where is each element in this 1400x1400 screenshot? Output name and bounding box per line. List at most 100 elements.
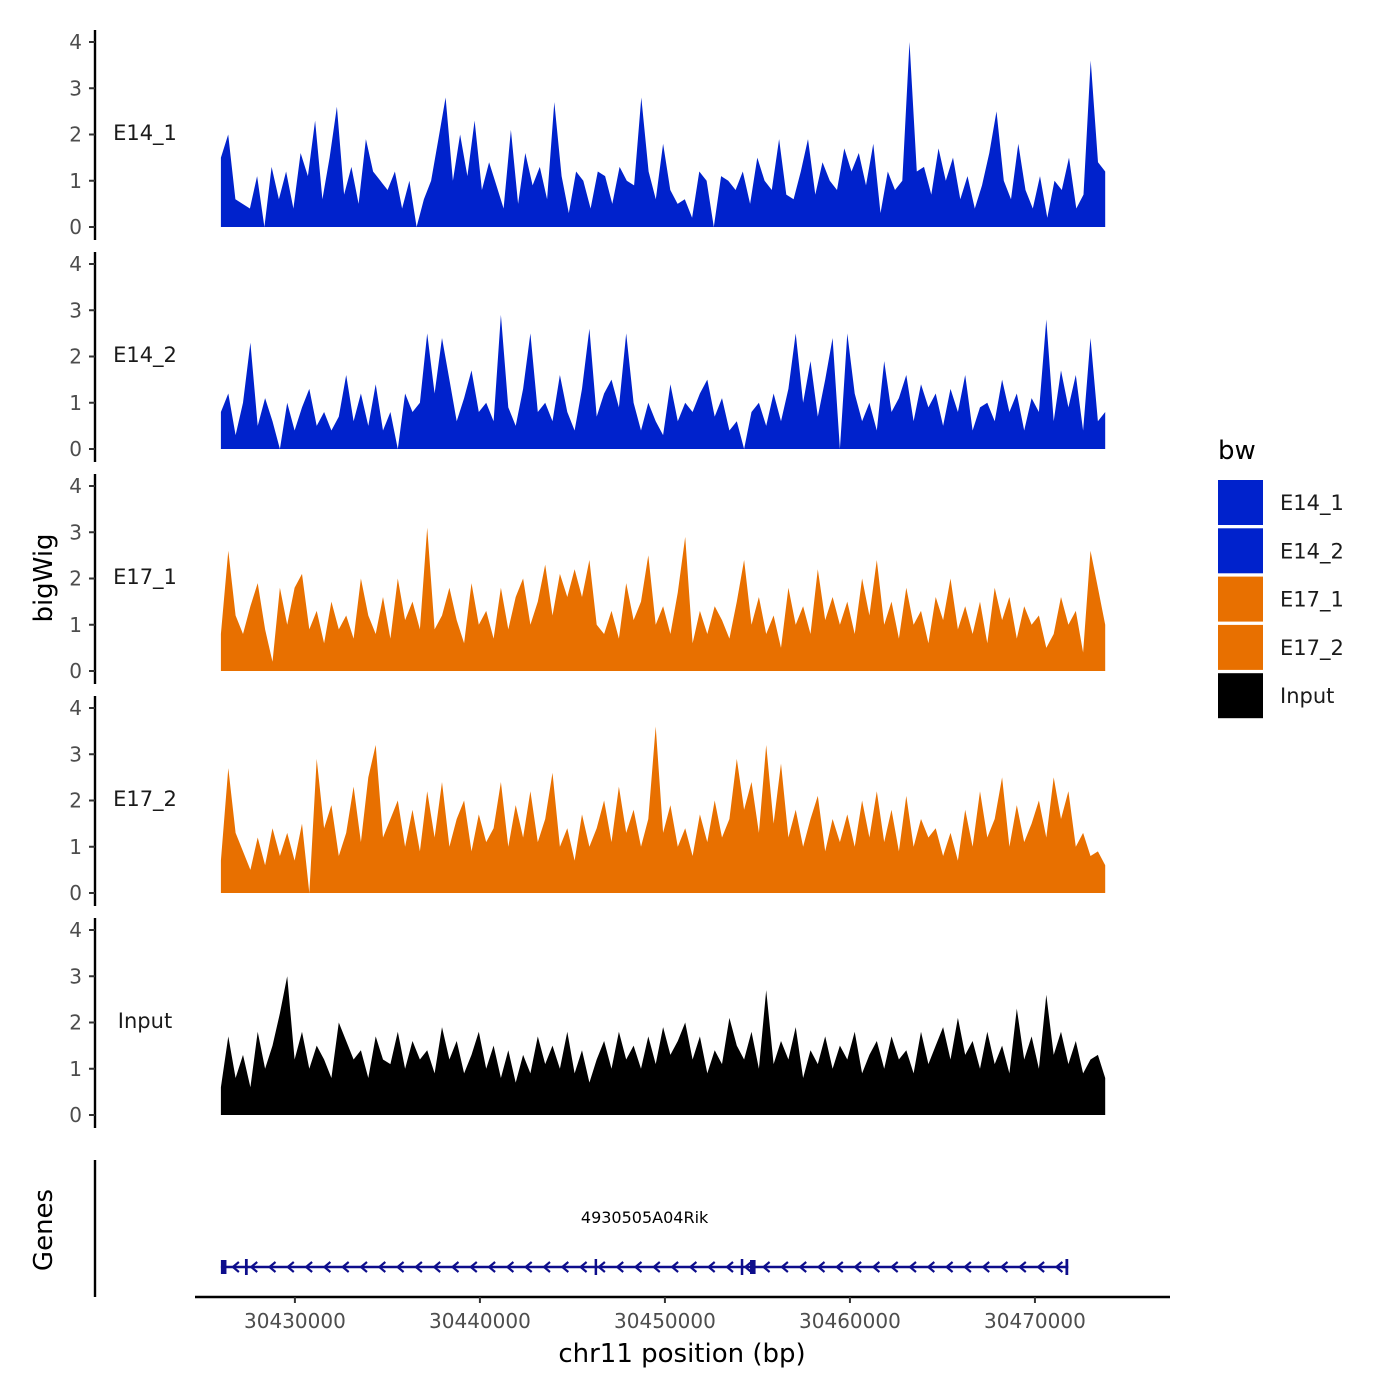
gene-panel: Genes 4930505A04Rik xyxy=(29,1160,1069,1297)
strand-arrow xyxy=(1036,1261,1045,1273)
strand-arrow xyxy=(999,1261,1009,1273)
strand-arrow xyxy=(359,1261,368,1273)
strand-arrow xyxy=(670,1261,679,1273)
track-label: E17_2 xyxy=(113,787,177,812)
y-tick-label: 0 xyxy=(69,1103,82,1127)
strand-arrow xyxy=(981,1261,990,1273)
legend-label: E17_1 xyxy=(1280,588,1344,613)
legend-label: E17_2 xyxy=(1280,636,1344,661)
y-tick-label: 4 xyxy=(69,30,82,54)
strand-arrow xyxy=(597,1261,606,1273)
legend-entry: E14_2 xyxy=(1218,528,1344,574)
strand-arrow xyxy=(487,1261,496,1273)
strand-arrow xyxy=(1054,1261,1064,1273)
strand-arrow xyxy=(761,1261,771,1273)
y-tick-label: 4 xyxy=(69,918,82,942)
strand-arrow xyxy=(633,1261,643,1273)
y-tick-label: 1 xyxy=(69,169,82,193)
genes-panel-title: Genes xyxy=(29,1189,59,1271)
coverage-area-E14_2 xyxy=(220,314,1106,449)
strand-arrow xyxy=(1018,1261,1027,1273)
strand-arrow xyxy=(249,1261,258,1273)
strand-arrow xyxy=(322,1261,332,1273)
strand-arrow xyxy=(743,1261,753,1273)
legend-swatch xyxy=(1218,480,1263,525)
strand-arrow xyxy=(523,1261,533,1273)
strand-arrow xyxy=(340,1261,350,1273)
y-tick-label: 0 xyxy=(69,215,82,239)
strand-arrow xyxy=(780,1261,789,1273)
x-tick-label: 30460000 xyxy=(799,1309,901,1333)
coverage-area-Input xyxy=(220,976,1106,1115)
legend-swatch xyxy=(1218,528,1263,574)
y-tick-label: 4 xyxy=(69,252,82,276)
y-tick-label: 0 xyxy=(69,659,82,683)
coverage-area-E17_2 xyxy=(220,726,1106,893)
strand-arrow xyxy=(688,1261,698,1273)
legend: bw E14_1 E14_2 E17_1 E17_2 Input xyxy=(1218,436,1344,719)
strand-arrow xyxy=(414,1261,423,1273)
y-tick-label: 0 xyxy=(69,881,82,905)
y-axis-title: bigWig xyxy=(29,533,59,622)
strand-arrow xyxy=(304,1261,313,1273)
strand-arrow xyxy=(377,1261,387,1273)
strand-arrow xyxy=(560,1261,570,1273)
legend-entry: E14_1 xyxy=(1218,480,1344,525)
strand-arrow xyxy=(725,1261,734,1273)
y-tick-label: 0 xyxy=(69,437,82,461)
y-tick-label: 3 xyxy=(69,76,82,100)
x-tick-label: 30440000 xyxy=(429,1309,531,1333)
y-tick-label: 1 xyxy=(69,391,82,415)
y-tick-label: 4 xyxy=(69,474,82,498)
track-Input: 0 1 2 3 4 Input xyxy=(69,918,1106,1128)
strand-arrow xyxy=(542,1261,551,1273)
track-label: Input xyxy=(118,1009,172,1033)
legend-title: bw xyxy=(1218,436,1256,466)
x-tick-label: 30450000 xyxy=(614,1309,716,1333)
legend-entry: E17_2 xyxy=(1218,624,1344,670)
y-tick-label: 3 xyxy=(69,964,82,988)
strand-arrow xyxy=(395,1261,405,1273)
strand-arrow xyxy=(231,1261,240,1273)
legend-label: Input xyxy=(1280,684,1334,708)
gene-exon xyxy=(750,1260,756,1274)
strand-arrow xyxy=(944,1261,954,1273)
strand-arrow xyxy=(889,1261,899,1273)
strand-arrow xyxy=(853,1261,862,1273)
strand-arrow xyxy=(469,1261,478,1273)
y-tick-label: 2 xyxy=(69,123,82,147)
gene-model xyxy=(220,1259,1069,1275)
legend-label: E14_1 xyxy=(1280,491,1344,516)
x-axis: 30430000 30440000 30450000 30460000 30470000… xyxy=(195,1295,1170,1369)
strand-arrow xyxy=(450,1261,460,1273)
strand-arrow xyxy=(286,1261,295,1273)
coverage-area-E14_1 xyxy=(220,42,1106,227)
gene-exon xyxy=(1065,1259,1069,1275)
legend-swatch xyxy=(1218,673,1263,719)
coverage-tracks: 0 1 2 3 4 E14_1 0 1 2 3 4 E14_2 0 1 2 3 4 E17_1 0 1 2 3 4 E17_2… xyxy=(69,30,1106,1128)
legend-swatch xyxy=(1218,624,1263,670)
legend-label: E14_2 xyxy=(1280,539,1344,564)
gene-label: 4930505A04Rik xyxy=(581,1208,709,1227)
track-E17_2: 0 1 2 3 4 E17_2 xyxy=(69,696,1106,906)
legend-entry: E17_1 xyxy=(1218,576,1344,622)
strand-arrow xyxy=(926,1261,936,1273)
y-tick-label: 3 xyxy=(69,742,82,766)
y-tick-label: 1 xyxy=(69,835,82,859)
strand-arrow xyxy=(871,1261,881,1273)
y-tick-label: 2 xyxy=(69,1011,82,1035)
track-label: E14_1 xyxy=(113,121,177,146)
x-tick-label: 30430000 xyxy=(244,1309,346,1333)
y-tick-label: 2 xyxy=(69,789,82,813)
strand-arrow xyxy=(267,1261,277,1273)
legend-entry: Input xyxy=(1218,673,1334,719)
strand-arrow xyxy=(835,1261,844,1273)
strand-arrow xyxy=(578,1261,588,1273)
gene-exon xyxy=(244,1259,248,1275)
strand-arrow xyxy=(798,1261,807,1273)
gene-exon xyxy=(594,1259,598,1275)
gene-exon xyxy=(740,1259,744,1275)
track-E14_1: 0 1 2 3 4 E14_1 xyxy=(69,30,1106,240)
y-tick-label: 2 xyxy=(69,567,82,591)
